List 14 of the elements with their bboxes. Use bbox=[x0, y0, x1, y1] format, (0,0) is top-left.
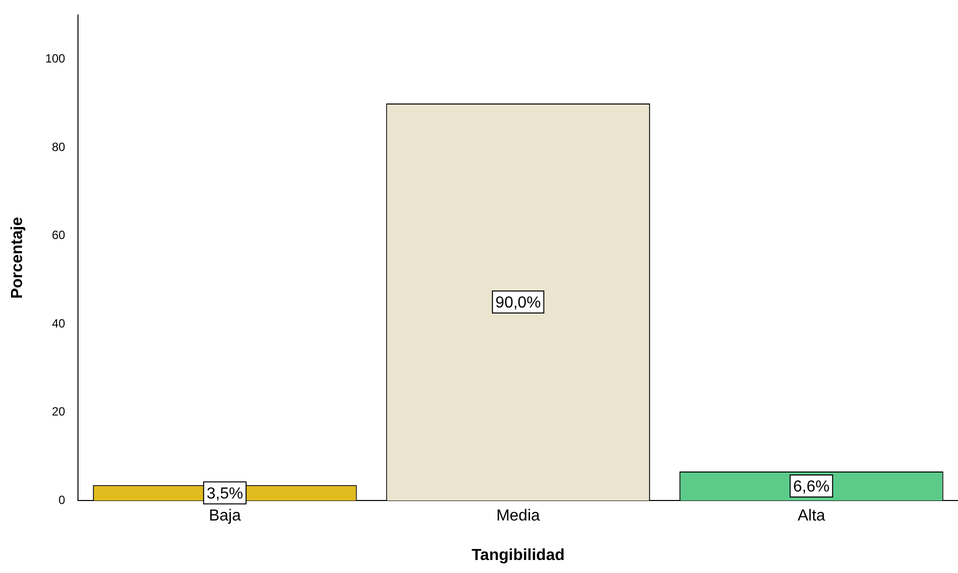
y-axis-title: Porcentaje bbox=[9, 216, 26, 299]
y-tick-label: 20 bbox=[52, 404, 66, 419]
x-tick-label: Alta bbox=[798, 508, 826, 525]
data-label: 3,5% bbox=[206, 485, 244, 502]
x-tick-label: Media bbox=[496, 508, 540, 525]
data-label: 90,0% bbox=[495, 294, 541, 312]
y-tick-label: 60 bbox=[52, 228, 66, 242]
y-tick-label: 0 bbox=[58, 492, 66, 507]
y-tick-label: 40 bbox=[52, 316, 66, 330]
data-label: 6,6% bbox=[793, 478, 830, 496]
y-tick-label: 80 bbox=[52, 140, 66, 154]
x-tick-label: Baja bbox=[208, 508, 241, 525]
y-tick-label: 100 bbox=[45, 52, 66, 66]
x-axis-title: Tangibilidad bbox=[472, 546, 565, 564]
